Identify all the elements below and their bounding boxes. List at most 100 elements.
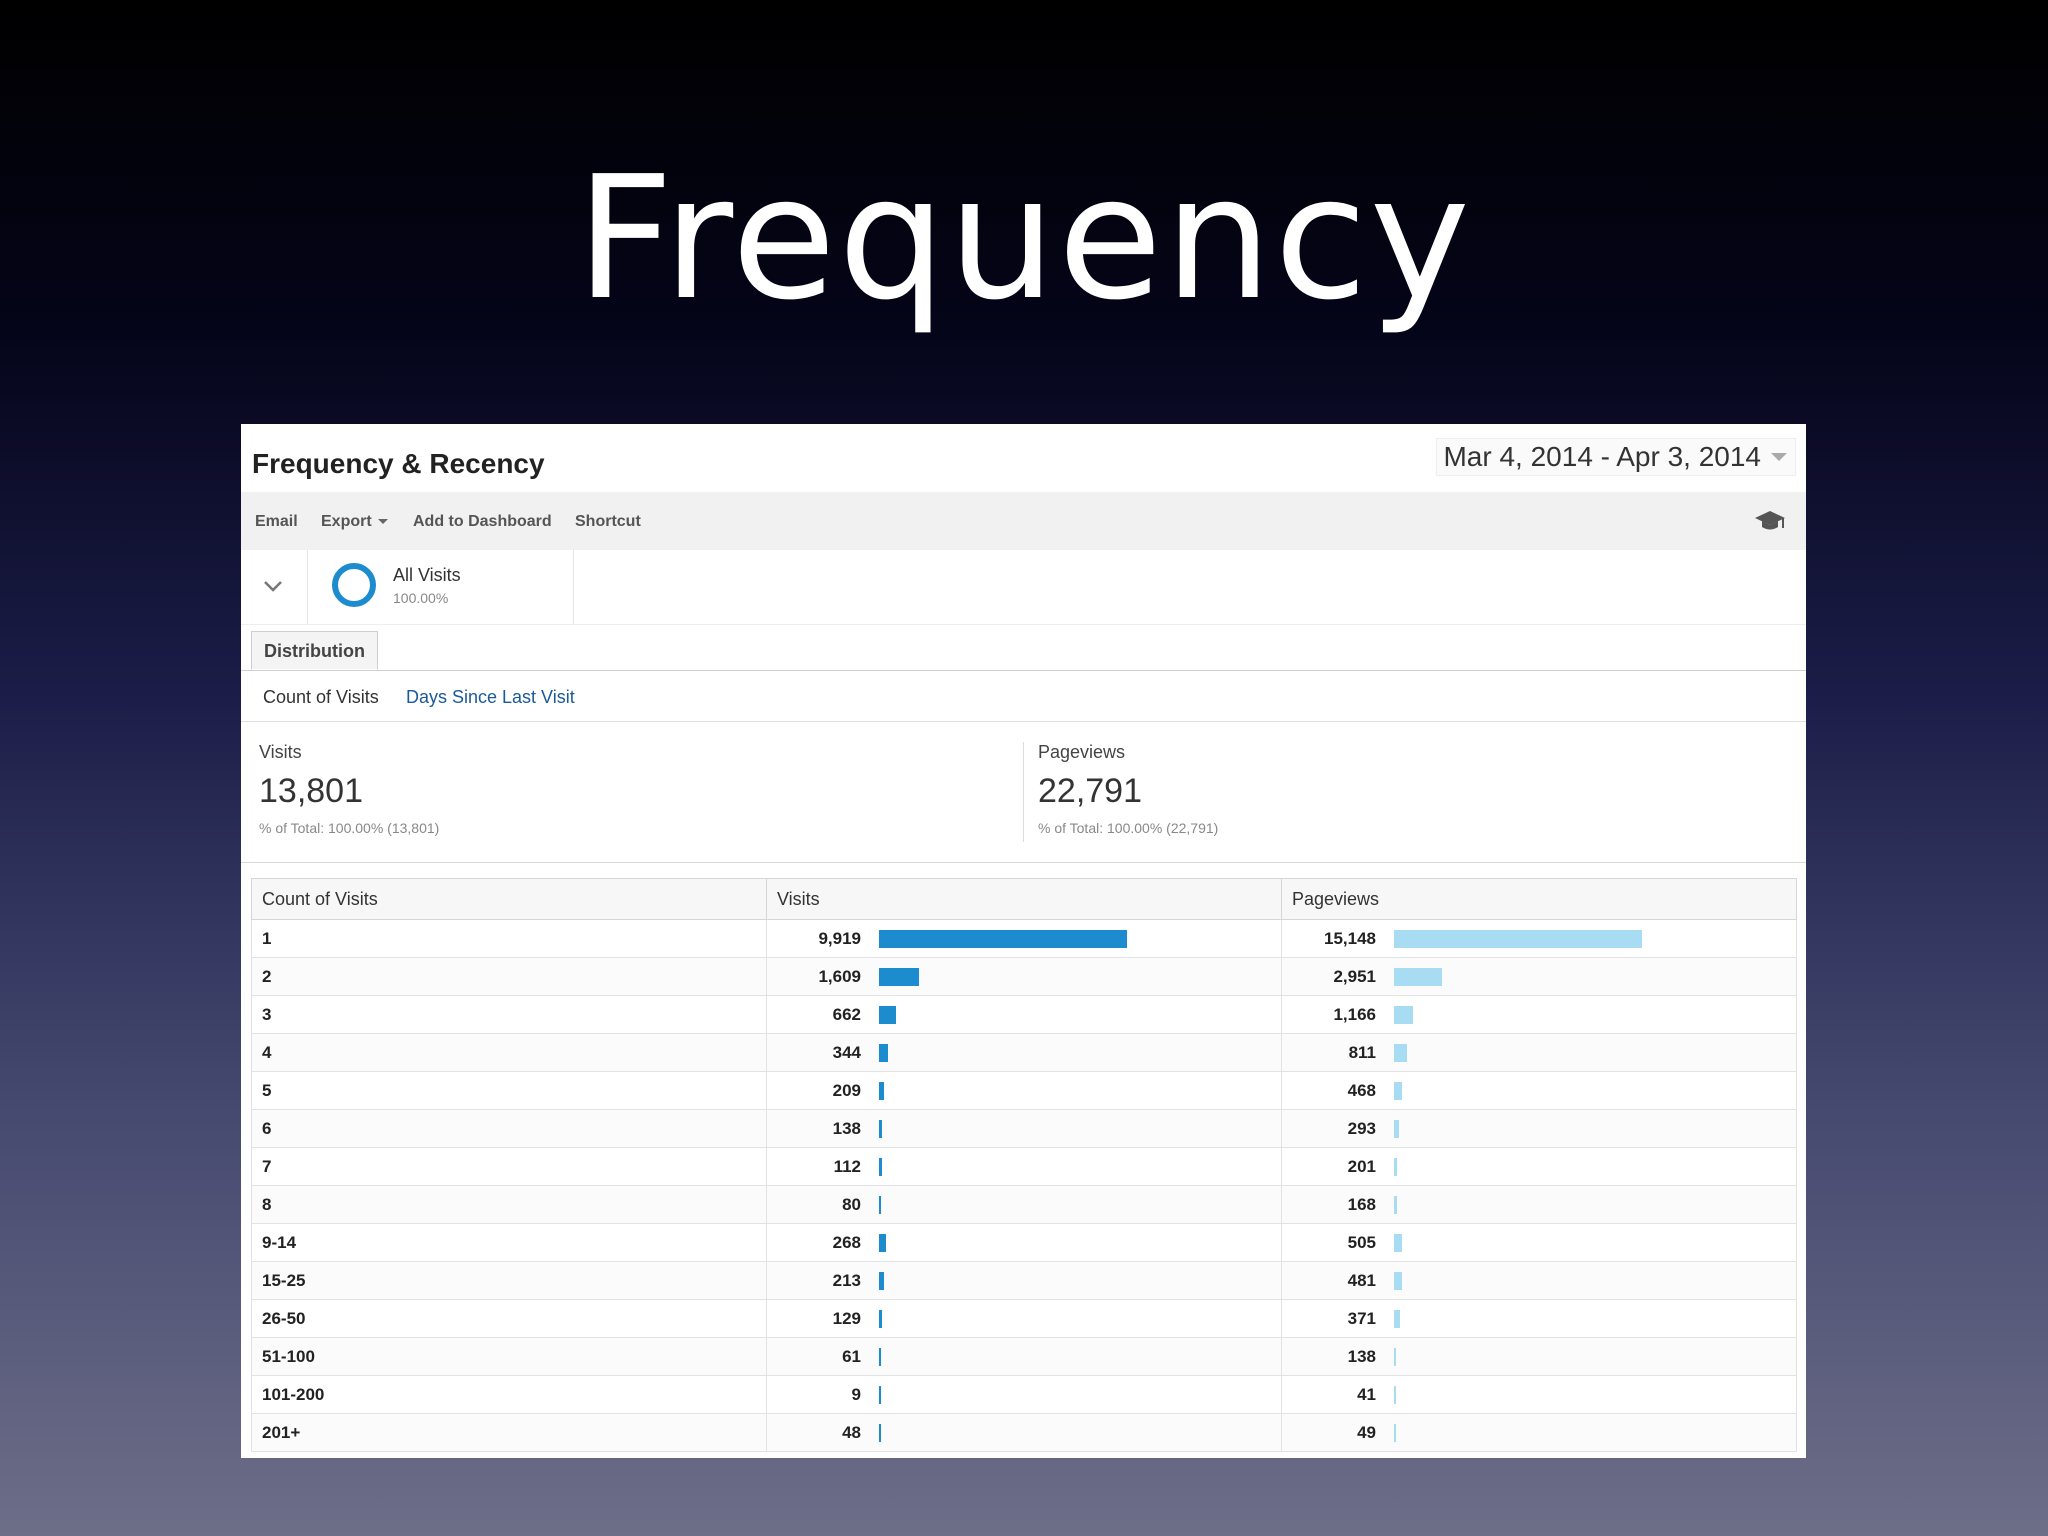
cell-value: 1,166	[1333, 1005, 1376, 1024]
cell-count-of-visits: 6	[251, 1109, 767, 1148]
subnav-days-since-last-visit[interactable]: Days Since Last Visit	[406, 687, 575, 707]
metric-pageviews: Pageviews 22,791 % of Total: 100.00% (22…	[1038, 722, 1738, 862]
cell-value: 9,919	[818, 929, 861, 948]
pageviews-bar	[1394, 1120, 1399, 1138]
table-row: 4 344 811	[251, 1033, 1797, 1072]
cell-count-of-visits: 2	[251, 957, 767, 996]
report-toolbar: Email Export Add to Dashboard Shortcut	[241, 492, 1806, 550]
cell-count-of-visits: 201+	[251, 1413, 767, 1452]
column-header-pageviews[interactable]: Pageviews	[1281, 878, 1797, 920]
table-row: 26-50 129 371	[251, 1299, 1797, 1338]
cell-visits: 129	[766, 1299, 1282, 1338]
visits-bar	[879, 968, 919, 986]
chevron-down-icon	[1771, 453, 1787, 461]
cell-pageviews: 201	[1281, 1147, 1797, 1186]
cell-visits: 268	[766, 1223, 1282, 1262]
cell-visits: 138	[766, 1109, 1282, 1148]
date-range-picker[interactable]: Mar 4, 2014 - Apr 3, 2014	[1436, 438, 1796, 476]
metric-divider	[1023, 742, 1024, 842]
metric-subtext: % of Total: 100.00% (22,791)	[1038, 820, 1219, 836]
table-row: 3 662 1,166	[251, 995, 1797, 1034]
visits-bar	[879, 1006, 896, 1024]
metric-value: 13,801	[259, 772, 363, 810]
visits-bar	[879, 1348, 881, 1366]
cell-visits: 209	[766, 1071, 1282, 1110]
cell-value: 15,148	[1324, 929, 1376, 948]
cell-value: 662	[832, 1005, 861, 1024]
cell-count-of-visits: 1	[251, 919, 767, 958]
cell-value: 209	[832, 1081, 861, 1100]
table-body: 1 9,919 15,148 2 1,609 2,951 3 662 1,166 4 344 811 5…	[251, 919, 1797, 1452]
cell-value: 213	[832, 1271, 861, 1290]
cell-visits: 662	[766, 995, 1282, 1034]
table-header-row: Count of Visits Visits Pageviews	[251, 878, 1797, 920]
cell-value: 505	[1347, 1233, 1376, 1252]
table-row: 101-200 9 41	[251, 1375, 1797, 1414]
column-header-visits[interactable]: Visits	[766, 878, 1282, 920]
visits-bar	[879, 1120, 882, 1138]
email-button[interactable]: Email	[255, 513, 298, 530]
cell-count-of-visits: 51-100	[251, 1337, 767, 1376]
subnav-count-of-visits[interactable]: Count of Visits	[263, 687, 379, 707]
graduation-cap-icon[interactable]	[1754, 508, 1786, 534]
visits-bar	[879, 1386, 881, 1404]
cell-value: 61	[842, 1347, 861, 1366]
cell-value: 268	[832, 1233, 861, 1252]
cell-pageviews: 15,148	[1281, 919, 1797, 958]
cell-visits: 9	[766, 1375, 1282, 1414]
cell-pageviews: 468	[1281, 1071, 1797, 1110]
cell-visits: 344	[766, 1033, 1282, 1072]
cell-pageviews: 505	[1281, 1223, 1797, 1262]
pageviews-bar	[1394, 1234, 1402, 1252]
tab-distribution[interactable]: Distribution	[251, 631, 378, 670]
pageviews-bar	[1394, 1006, 1413, 1024]
export-button[interactable]: Export	[321, 513, 388, 531]
table-row: 1 9,919 15,148	[251, 919, 1797, 958]
pageviews-bar	[1394, 968, 1442, 986]
segment-bar: All Visits 100.00%	[241, 550, 1806, 625]
segment-all-visits[interactable]: All Visits 100.00%	[307, 550, 574, 624]
shortcut-button[interactable]: Shortcut	[575, 513, 641, 530]
cell-pageviews: 371	[1281, 1299, 1797, 1338]
cell-pageviews: 811	[1281, 1033, 1797, 1072]
add-to-dashboard-button[interactable]: Add to Dashboard	[413, 513, 552, 530]
visits-bar	[879, 1082, 884, 1100]
cell-pageviews: 138	[1281, 1337, 1797, 1376]
metric-visits: Visits 13,801 % of Total: 100.00% (13,80…	[259, 722, 959, 862]
visits-bar	[879, 1310, 882, 1328]
cell-count-of-visits: 15-25	[251, 1261, 767, 1300]
table-row: 51-100 61 138	[251, 1337, 1797, 1376]
cell-count-of-visits: 9-14	[251, 1223, 767, 1262]
cell-count-of-visits: 26-50	[251, 1299, 767, 1338]
pageviews-bar	[1394, 1272, 1402, 1290]
cell-value: 371	[1347, 1309, 1376, 1328]
visits-bar	[879, 1272, 884, 1290]
cell-count-of-visits: 8	[251, 1185, 767, 1224]
cell-visits: 112	[766, 1147, 1282, 1186]
tab-bar: Distribution	[241, 624, 1806, 671]
cell-visits: 61	[766, 1337, 1282, 1376]
cell-value: 344	[832, 1043, 861, 1062]
export-label: Export	[321, 513, 372, 530]
cell-value: 201	[1347, 1157, 1376, 1176]
metric-subtext: % of Total: 100.00% (13,801)	[259, 820, 440, 836]
cell-value: 49	[1357, 1423, 1376, 1442]
table-row: 7 112 201	[251, 1147, 1797, 1186]
data-table: Count of Visits Visits Pageviews 1 9,919 1…	[251, 878, 1797, 1452]
visits-bar	[879, 1196, 881, 1214]
segment-expand-toggle[interactable]	[241, 550, 308, 624]
cell-value: 138	[1347, 1347, 1376, 1366]
cell-pageviews: 481	[1281, 1261, 1797, 1300]
cell-pageviews: 2,951	[1281, 957, 1797, 996]
pageviews-bar	[1394, 1348, 1396, 1366]
caret-down-icon	[377, 519, 388, 525]
pageviews-bar	[1394, 1424, 1396, 1442]
distribution-subnav: Count of Visits Days Since Last Visit	[241, 671, 1806, 722]
visits-bar	[879, 1424, 881, 1442]
table-row: 9-14 268 505	[251, 1223, 1797, 1262]
metric-label: Visits	[259, 742, 302, 762]
column-header-count-of-visits[interactable]: Count of Visits	[251, 878, 767, 920]
cell-visits: 48	[766, 1413, 1282, 1452]
visits-bar	[879, 1234, 886, 1252]
cell-value: 2,951	[1333, 967, 1376, 986]
